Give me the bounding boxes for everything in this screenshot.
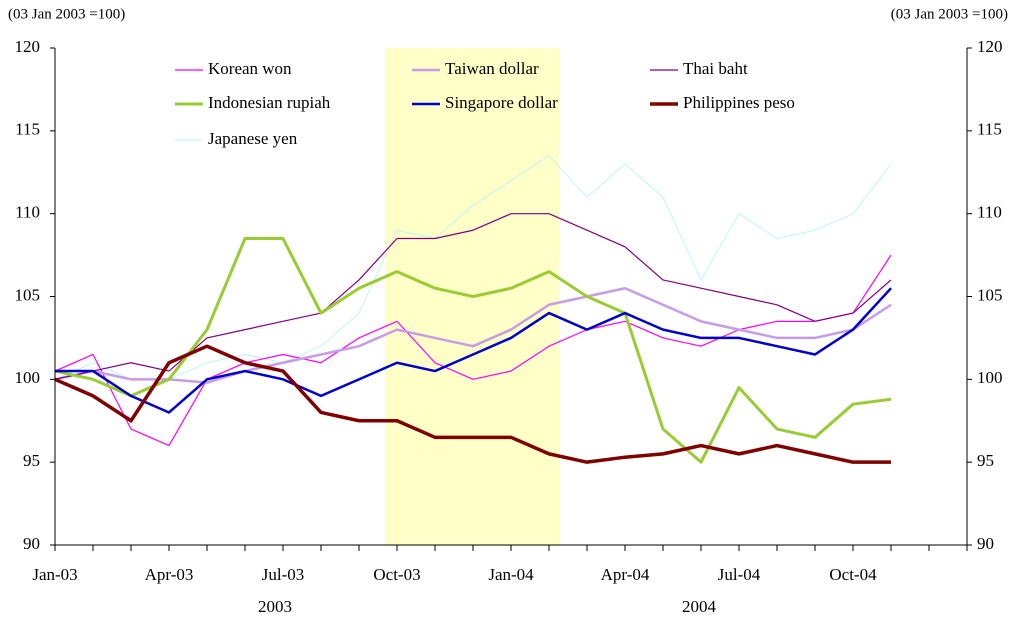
x-tick-label: Oct-04 — [829, 565, 877, 584]
x-tick-label: Apr-04 — [601, 565, 650, 584]
legend-label: Philippines peso — [683, 93, 795, 112]
y2-tick-label: 110 — [977, 203, 1002, 222]
y2-tick-label: 100 — [977, 368, 1003, 387]
y2-tick-label: 120 — [977, 37, 1003, 56]
y-tick-label: 90 — [23, 534, 40, 553]
y-tick-label: 120 — [15, 37, 41, 56]
legend-label: Singapore dollar — [445, 93, 558, 112]
y-unit-label: (03 Jan 2003 =100) — [8, 6, 125, 22]
y-tick-label: 95 — [23, 451, 40, 470]
year-label: 2004 — [682, 597, 717, 616]
x-tick-label: Jul-03 — [262, 565, 305, 584]
year-label: 2003 — [258, 597, 292, 616]
y-tick-label: 105 — [15, 285, 41, 304]
y2-tick-label: 95 — [977, 451, 994, 470]
x-tick-label: Apr-03 — [145, 565, 194, 584]
y-tick-label: 100 — [15, 368, 41, 387]
y2-unit-label: (03 Jan 2003 =100) — [891, 6, 1008, 22]
legend-label: Taiwan dollar — [445, 59, 539, 78]
series-line — [54, 155, 892, 380]
series-line — [54, 254, 892, 447]
x-tick-label: Jan-04 — [488, 565, 534, 584]
legend-label: Korean won — [208, 59, 292, 78]
series-line — [54, 344, 891, 464]
x-tick-label: Oct-03 — [373, 565, 420, 584]
legend-label: Thai baht — [683, 59, 748, 78]
series-line — [54, 237, 892, 464]
x-tick-label: Jan-03 — [32, 565, 77, 584]
y-tick-label: 110 — [15, 203, 40, 222]
legend-label: Japanese yen — [208, 129, 298, 148]
series-line — [55, 287, 892, 414]
legend-label: Indonesian rupiah — [208, 93, 331, 112]
plot — [54, 155, 892, 464]
series-line — [54, 286, 892, 384]
series-line — [54, 213, 892, 380]
x-tick-label: Jul-04 — [718, 565, 761, 584]
y2-tick-label: 90 — [977, 534, 994, 553]
y-tick-label: 115 — [15, 120, 40, 139]
y2-tick-label: 105 — [977, 285, 1003, 304]
y2-tick-label: 115 — [977, 120, 1002, 139]
